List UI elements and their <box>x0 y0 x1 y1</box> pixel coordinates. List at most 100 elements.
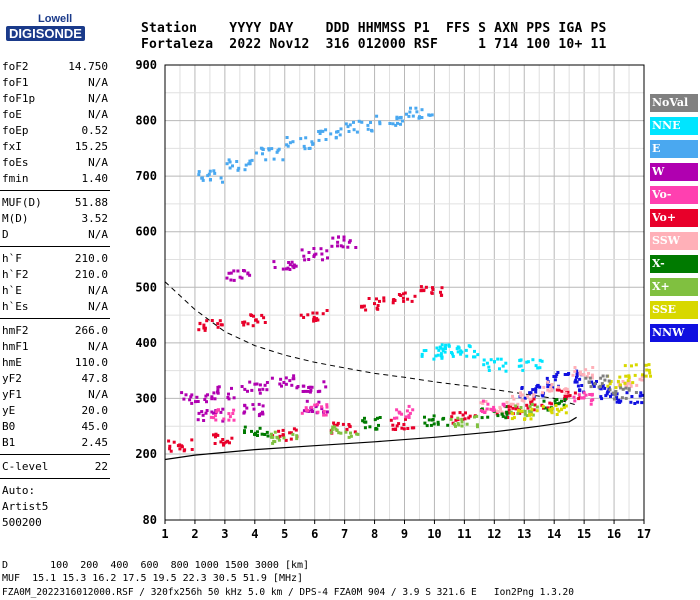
echo-point-nnw <box>625 391 629 395</box>
echo-point-nnw <box>614 397 618 401</box>
echo-point-sse <box>616 379 620 383</box>
echo-point-ssw <box>500 410 504 414</box>
echo-point-x <box>363 416 366 420</box>
echo-point-x <box>528 405 532 409</box>
echo-point-noval <box>603 378 607 382</box>
echo-point-e <box>197 170 201 174</box>
echo-point-x <box>449 417 453 421</box>
echo-point-w <box>243 269 247 273</box>
echo-point-nne <box>440 355 444 359</box>
echo-point-sse <box>618 375 622 379</box>
echo-point-nne <box>473 355 477 359</box>
echo-point-vo <box>424 285 428 289</box>
echo-point-vo <box>463 417 467 421</box>
echo-point-nne <box>440 343 444 347</box>
echo-point-vo <box>492 405 496 409</box>
echo-point-nnw <box>599 395 603 399</box>
echo-point-x <box>555 398 559 401</box>
echo-point-w <box>205 409 209 412</box>
echo-point-w <box>292 374 296 378</box>
echo-point-w <box>305 399 309 403</box>
echo-point-sse <box>528 413 532 416</box>
echo-point-e <box>348 123 352 127</box>
echo-point-w <box>325 410 329 414</box>
height-profiles <box>164 281 577 461</box>
echo-point-nne <box>482 363 486 367</box>
legend-item: NNE <box>650 117 698 135</box>
echo-point-nne <box>496 357 500 361</box>
muf-profile <box>164 281 577 406</box>
echo-point-w <box>240 276 244 280</box>
param-row: foEp 0.52 <box>2 124 108 140</box>
echo-point-vo <box>230 436 234 440</box>
echo-point-nnw <box>578 377 582 381</box>
param-value: 15.25 <box>74 140 108 153</box>
echo-point-sse <box>627 375 631 379</box>
echo-point-vo <box>404 417 407 421</box>
echo-point-e <box>212 169 216 173</box>
echo-point-vo <box>260 313 264 317</box>
echo-point-w <box>292 377 296 381</box>
echo-point-w <box>190 393 194 397</box>
echo-point-x <box>243 429 246 433</box>
echo-point-e <box>420 116 424 119</box>
echo-point-e <box>231 164 234 168</box>
echo-point-vo <box>410 299 414 303</box>
echo-point-nnw <box>633 402 637 405</box>
echo-point-x <box>243 431 246 434</box>
echo-point-e <box>227 158 231 162</box>
echo-point-x <box>514 404 518 408</box>
echo-point-w <box>339 244 343 248</box>
echo-point-ssw <box>590 376 594 380</box>
echo-point-x <box>480 416 484 420</box>
echo-point-nne <box>441 347 445 351</box>
echo-point-nne <box>438 345 442 349</box>
echo-point-e <box>430 113 434 117</box>
x-tick-label: 10 <box>427 527 441 541</box>
echo-point-x <box>349 431 352 435</box>
echo-point-nnw <box>601 384 605 387</box>
echo-point-vo <box>395 408 399 412</box>
echo-point-vo <box>324 413 328 417</box>
echo-point-w <box>257 402 261 406</box>
echo-point-e <box>288 141 292 145</box>
param-label: B1 <box>2 436 16 449</box>
echo-point-nnw <box>576 384 580 388</box>
echo-point-ssw <box>585 375 589 379</box>
echo-point-vo <box>533 403 537 407</box>
echo-point-vo <box>335 423 339 427</box>
echo-point-vo <box>526 406 530 410</box>
echo-point-vo <box>495 412 499 416</box>
echo-point-vo <box>216 325 220 329</box>
echo-point-w <box>252 407 256 411</box>
echo-point-vo <box>560 389 564 393</box>
echo-point-vo <box>231 412 235 415</box>
echo-point-nnw <box>528 391 532 395</box>
echo-point-vo <box>198 322 202 326</box>
echo-point-vo <box>407 413 411 417</box>
echo-point-ssw <box>511 402 515 406</box>
echo-point-vo <box>216 322 220 326</box>
param-separator <box>0 246 110 247</box>
echo-point-nne <box>432 357 436 361</box>
echo-point-vo <box>401 292 405 296</box>
x-tick-label: 9 <box>401 527 408 541</box>
echo-point-vo <box>322 413 326 417</box>
param-row: hmF2 266.0 <box>2 324 108 340</box>
echo-point-ssw <box>481 402 485 405</box>
echo-point-e <box>285 143 289 147</box>
echo-point-x <box>546 408 550 412</box>
echo-point-e <box>352 128 356 132</box>
echo-point-x <box>441 417 445 421</box>
param-row: yE 20.0 <box>2 404 108 420</box>
echo-point-vo <box>395 424 399 428</box>
echo-point-w <box>319 247 323 251</box>
param-label: fmin <box>2 172 29 185</box>
echo-point-w <box>270 376 274 380</box>
echo-point-e <box>414 106 418 110</box>
echo-point-x <box>504 405 508 409</box>
echo-point-vo <box>228 415 232 419</box>
echo-point-x <box>436 422 440 426</box>
echo-point-w <box>200 410 204 414</box>
echo-point-w <box>281 267 285 271</box>
